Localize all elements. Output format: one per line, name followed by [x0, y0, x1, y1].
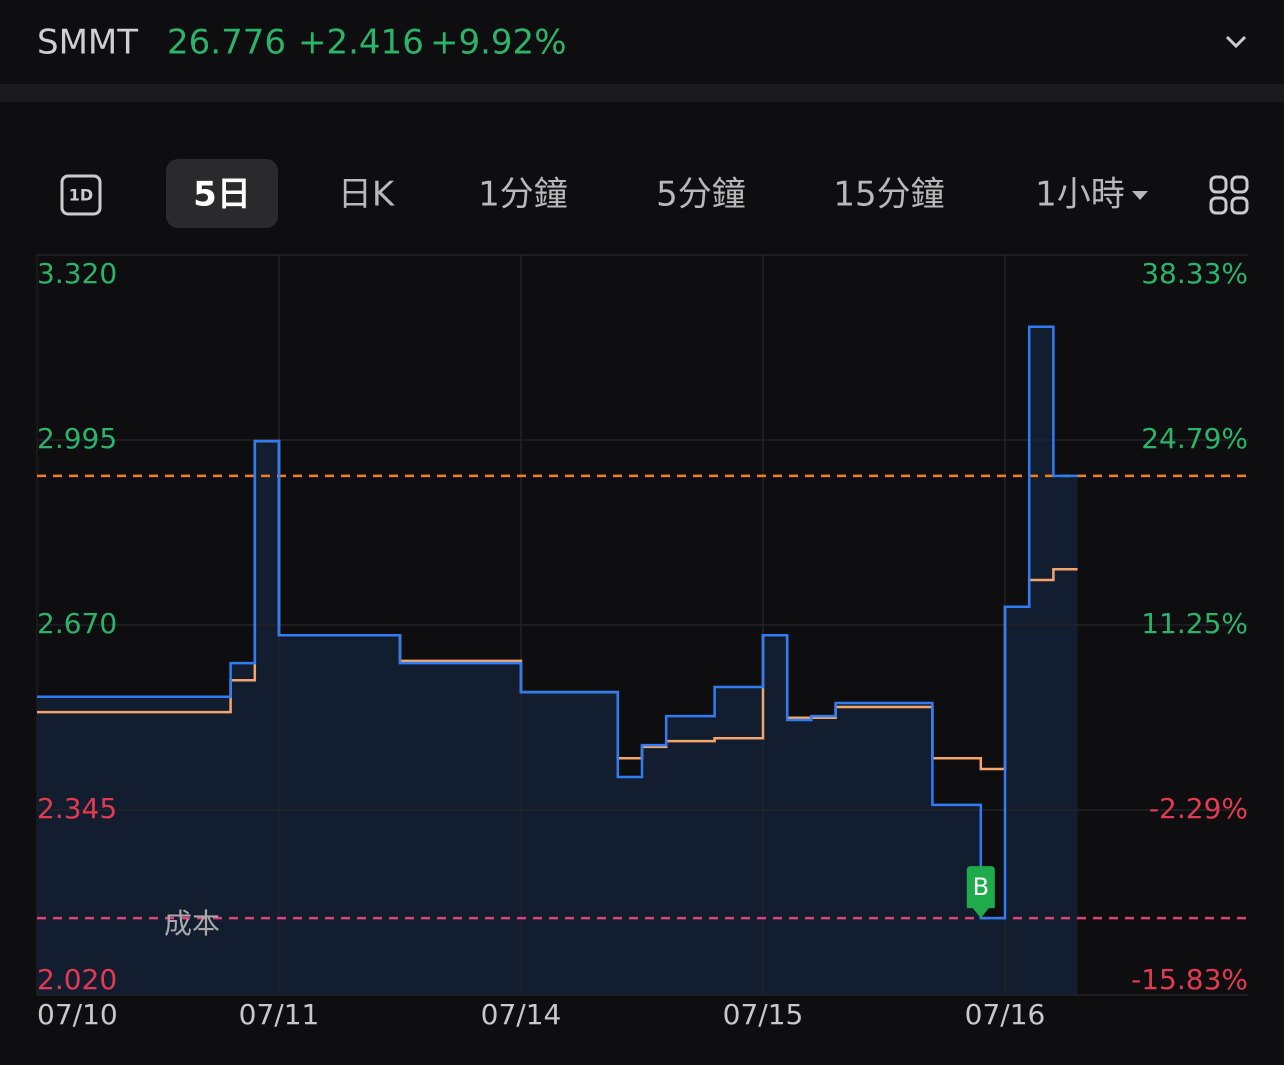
trade-marker-label: B [973, 873, 989, 901]
y-tick-label: 2.995 [37, 422, 117, 455]
y2-tick-label: -2.29% [1149, 792, 1248, 825]
tab[interactable]: 1分鐘 [478, 175, 568, 215]
y2-tick-label: 24.79% [1141, 422, 1248, 455]
tab[interactable]: 5分鐘 [656, 175, 746, 215]
tabs: 5日 日K 1分鐘 5分鐘 15分鐘 1小時 [166, 159, 1148, 228]
layout-icon[interactable] [1209, 175, 1249, 215]
ticker: SMMT [37, 23, 138, 63]
y-tick-label: 2.345 [37, 792, 117, 825]
tab[interactable]: 1小時 [1035, 175, 1125, 215]
separator [0, 84, 1284, 102]
y-tick-label: 2.670 [37, 607, 117, 640]
x-tick-label: 07/10 [37, 998, 118, 1031]
y-tick-label: 2.020 [37, 963, 117, 996]
y2-tick-label: -15.83% [1131, 963, 1248, 996]
y2-tick-label: 38.33% [1141, 257, 1248, 290]
active-tab-bg [166, 159, 278, 228]
collapse-chevron[interactable] [1225, 35, 1247, 49]
x-tick-label: 07/16 [965, 998, 1046, 1031]
area-fill [37, 326, 1078, 995]
x-tick-label: 07/11 [239, 998, 320, 1031]
tab[interactable]: 日K [338, 175, 396, 215]
x-tick-label: 07/15 [723, 998, 804, 1031]
mode-icon[interactable] [60, 174, 102, 216]
change: +2.416 [298, 23, 424, 63]
dropdown-caret[interactable] [1132, 191, 1148, 200]
mode-icon-label: 1D [69, 186, 93, 205]
chart: 3.320 2.995 2.670 2.345 2.020 38.33% 24.79% 11.… [36, 254, 1248, 1031]
reference-label: 成本 [164, 907, 220, 940]
price-line [37, 325, 1078, 920]
tab[interactable]: 15分鐘 [833, 175, 944, 215]
trade-marker [966, 866, 995, 919]
tab[interactable]: 5日 [193, 175, 251, 215]
price: 26.776 [167, 23, 286, 63]
y-tick-label: 3.320 [37, 257, 117, 290]
x-tick-label: 07/14 [481, 998, 562, 1031]
change-pct: +9.92% [430, 23, 567, 63]
y2-tick-label: 11.25% [1141, 607, 1248, 640]
